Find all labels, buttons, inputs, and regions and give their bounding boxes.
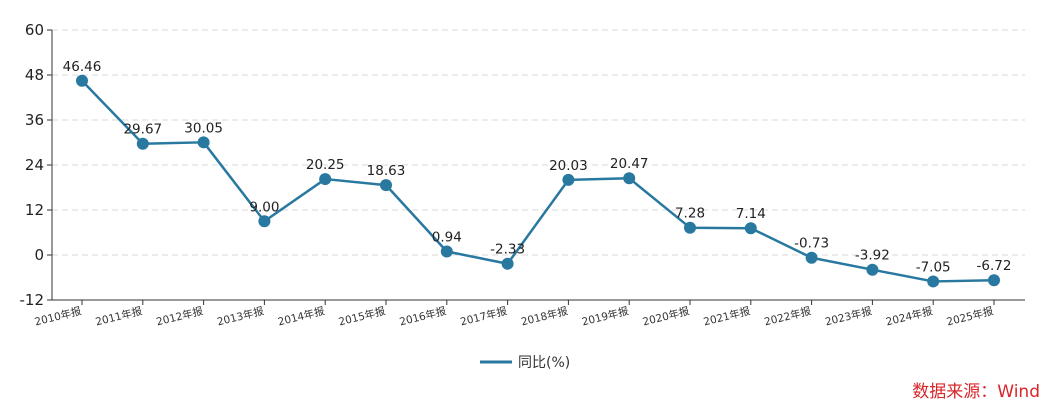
data-point[interactable] [562, 173, 575, 186]
data-point[interactable] [684, 221, 696, 234]
data-point[interactable] [319, 173, 332, 186]
x-tick-label: 2024年报 [884, 304, 934, 328]
data-label: 9.00 [249, 199, 279, 215]
x-tick-label: 2015年报 [337, 304, 387, 328]
data-labels: 46.46 29.67 30.05 9.00 20.25 18.63 0.94 -2.33 20… [63, 59, 1012, 276]
data-label: -2.33 [490, 242, 525, 258]
x-tick-label: 2018年报 [520, 304, 570, 328]
x-tick-label: 2025年报 [945, 304, 995, 328]
y-tick-label: 0 [34, 246, 44, 264]
data-label: -3.92 [855, 248, 890, 264]
x-tick-label: 2023年报 [824, 304, 874, 328]
x-tick-label: 2017年报 [459, 304, 509, 328]
data-point[interactable] [197, 136, 210, 149]
x-tick-label: 2020年报 [641, 304, 691, 328]
data-label: 0.94 [432, 229, 462, 245]
data-point[interactable] [501, 257, 514, 270]
data-point[interactable] [380, 179, 392, 192]
series-group [76, 74, 1000, 288]
x-tick-label: 2022年报 [763, 304, 813, 328]
x-tick-label: 2019年报 [580, 304, 630, 328]
data-label: 20.03 [549, 158, 588, 174]
legend-label: 同比(%) [518, 355, 570, 371]
y-axis-ticks: 60 48 36 24 12 0 -12 [20, 21, 52, 309]
legend[interactable]: 同比(%) [480, 355, 570, 371]
data-point[interactable] [744, 222, 757, 235]
y-tick-label: -12 [20, 291, 45, 309]
data-label: 30.05 [184, 120, 223, 136]
data-point[interactable] [927, 275, 940, 288]
x-tick-label: 2014年报 [276, 304, 326, 328]
data-point[interactable] [866, 263, 879, 276]
data-label: 29.67 [123, 122, 162, 138]
data-point[interactable] [440, 245, 453, 258]
gridlines [52, 29, 1025, 256]
y-tick-label: 36 [25, 111, 44, 129]
x-tick-label: 2021年报 [702, 304, 752, 328]
data-point[interactable] [988, 274, 1000, 287]
data-label: -6.72 [977, 258, 1012, 274]
y-tick-label: 24 [25, 156, 44, 174]
data-label: -7.05 [916, 259, 951, 275]
data-label: 20.25 [306, 157, 345, 173]
data-point[interactable] [258, 215, 271, 228]
data-point[interactable] [623, 172, 636, 185]
source-note: 数据来源：Wind [912, 382, 1040, 402]
x-axis-ticks: 2010年报 2011年报 2012年报 2013年报 2014年报 2015年报 2016… [33, 300, 995, 328]
data-label: 7.28 [675, 206, 705, 222]
data-label: 46.46 [63, 59, 102, 75]
data-point[interactable] [76, 74, 88, 87]
data-point[interactable] [136, 137, 149, 150]
data-label: 18.63 [367, 163, 406, 179]
data-label: 7.14 [736, 206, 766, 222]
data-label: -0.73 [794, 236, 829, 252]
y-tick-label: 60 [25, 21, 44, 39]
y-tick-label: 48 [25, 66, 44, 84]
x-tick-label: 2013年报 [216, 304, 266, 328]
series-line [81, 79, 995, 283]
data-point[interactable] [805, 251, 818, 264]
data-label: 20.47 [610, 156, 649, 172]
x-tick-label: 2012年报 [155, 304, 205, 328]
x-tick-label: 2016年报 [398, 304, 448, 328]
y-tick-label: 12 [25, 201, 44, 219]
x-tick-label: 2011年报 [94, 304, 144, 328]
